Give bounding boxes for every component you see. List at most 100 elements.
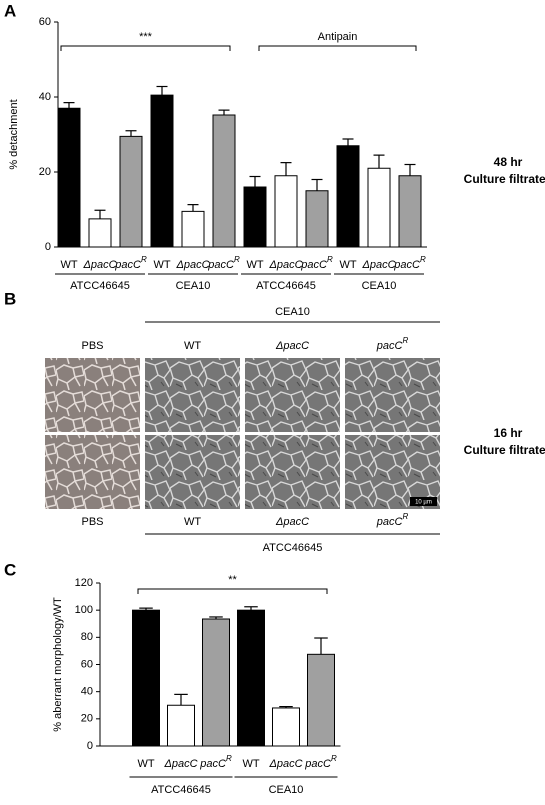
x-tick-label: ΔpacC xyxy=(82,259,116,271)
bracket-label: ** xyxy=(228,574,237,586)
x-tick-label: ΔpacC xyxy=(175,259,209,271)
x-tick-label: pacCR xyxy=(199,754,232,770)
column-label-text: ΔpacC xyxy=(275,340,309,352)
bar xyxy=(88,218,112,248)
x-tick-label: WT xyxy=(60,259,77,271)
x-tick-label-superscript: R xyxy=(327,255,333,264)
group-label: ATCC46645 xyxy=(70,280,130,292)
column-label-text: pacC xyxy=(376,516,403,528)
column-label: ΔpacC xyxy=(275,340,309,352)
y-axis-label: % detachment xyxy=(8,99,20,169)
group-label: ATCC46645 xyxy=(256,280,316,292)
bar xyxy=(132,609,160,747)
group-label: ATCC46645 xyxy=(263,542,323,554)
micrograph xyxy=(45,435,140,509)
x-tick-label: pacCR xyxy=(393,255,426,271)
x-tick-label-text: ΔpacC xyxy=(175,259,209,271)
bracket xyxy=(60,45,231,51)
y-axis-label: % aberrant morphology/WT xyxy=(52,597,64,732)
column-label-text: ΔpacC xyxy=(275,516,309,528)
x-tick-label-text: WT xyxy=(153,259,170,271)
x-tick-label-text: ΔpacC xyxy=(163,758,197,770)
column-label: pacCR xyxy=(376,336,409,352)
group-label: CEA10 xyxy=(176,280,211,292)
column-label: ΔpacC xyxy=(275,516,309,528)
x-tick-label: WT xyxy=(153,259,170,271)
column-label: pacCR xyxy=(376,512,409,528)
bar xyxy=(202,618,230,747)
bar xyxy=(181,210,205,248)
bar xyxy=(243,186,267,248)
bracket-label: Antipain xyxy=(318,31,358,43)
x-tick-label-superscript: R xyxy=(234,255,240,264)
y-tick-label: 0 xyxy=(45,241,51,253)
x-tick-label-text: ΔpacC xyxy=(361,259,395,271)
side-annotation: 16 hr xyxy=(494,426,523,440)
y-tick-label: 40 xyxy=(81,686,93,698)
x-tick-label: WT xyxy=(246,259,263,271)
bar xyxy=(307,653,335,747)
micrograph xyxy=(345,435,440,509)
scale-bar-label: 10 µm xyxy=(415,500,432,506)
y-tick-label: 60 xyxy=(39,16,51,28)
y-tick-label: 100 xyxy=(75,604,93,616)
group-label: CEA10 xyxy=(362,280,397,292)
side-annotation: Culture filtrates xyxy=(464,172,545,186)
x-tick-label-superscript: R xyxy=(420,255,426,264)
group-label: CEA10 xyxy=(269,784,304,796)
y-tick-label: 60 xyxy=(81,658,93,670)
side-annotation: 48 hr xyxy=(494,155,523,169)
x-tick-label-text: ΔpacC xyxy=(82,259,116,271)
x-tick-label-superscript: R xyxy=(226,754,232,763)
x-tick-label: WT xyxy=(339,259,356,271)
column-label-text: PBS xyxy=(81,516,103,528)
x-tick-label-text: pacC xyxy=(304,758,331,770)
bar xyxy=(272,707,300,747)
x-tick-label-text: WT xyxy=(60,259,77,271)
column-label: WT xyxy=(184,516,201,528)
bar xyxy=(119,135,143,248)
bar xyxy=(336,145,360,248)
x-tick-label-text: WT xyxy=(246,259,263,271)
column-label: PBS xyxy=(81,340,103,352)
panel-letter: C xyxy=(4,560,16,579)
bar xyxy=(274,175,298,248)
bracket xyxy=(258,45,417,51)
bracket-label: *** xyxy=(139,31,153,43)
y-tick-label: 120 xyxy=(75,577,93,589)
bar xyxy=(212,114,236,248)
x-tick-label: pacCR xyxy=(207,255,240,271)
column-label-text: pacC xyxy=(376,340,403,352)
bar xyxy=(150,94,174,248)
bracket xyxy=(137,588,328,594)
bar xyxy=(237,609,265,747)
x-tick-label: ΔpacC xyxy=(163,758,197,770)
bar xyxy=(367,167,391,248)
column-label-text: PBS xyxy=(81,340,103,352)
x-tick-label-text: WT xyxy=(339,259,356,271)
bar xyxy=(57,107,81,248)
column-label-superscript: R xyxy=(402,512,408,521)
x-tick-label-superscript: R xyxy=(331,754,337,763)
x-tick-label-text: WT xyxy=(242,758,259,770)
x-tick-label: ΔpacC xyxy=(268,259,302,271)
panel-letter: A xyxy=(4,1,16,20)
column-label: PBS xyxy=(81,516,103,528)
x-tick-label: pacCR xyxy=(114,255,147,271)
group-label: CEA10 xyxy=(275,306,310,318)
x-tick-label-text: ΔpacC xyxy=(268,758,302,770)
column-label-text: WT xyxy=(184,340,201,352)
x-tick-label-text: pacC xyxy=(199,758,226,770)
x-tick-label-text: pacC xyxy=(114,259,141,271)
bar xyxy=(398,175,422,248)
x-tick-label-text: WT xyxy=(137,758,154,770)
column-label-superscript: R xyxy=(402,336,408,345)
y-tick-label: 80 xyxy=(81,631,93,643)
column-label: WT xyxy=(184,340,201,352)
group-label: ATCC46645 xyxy=(151,784,211,796)
micrograph xyxy=(45,358,140,432)
bar xyxy=(305,190,329,248)
panel-letter: B xyxy=(4,289,16,308)
x-tick-label: ΔpacC xyxy=(361,259,395,271)
